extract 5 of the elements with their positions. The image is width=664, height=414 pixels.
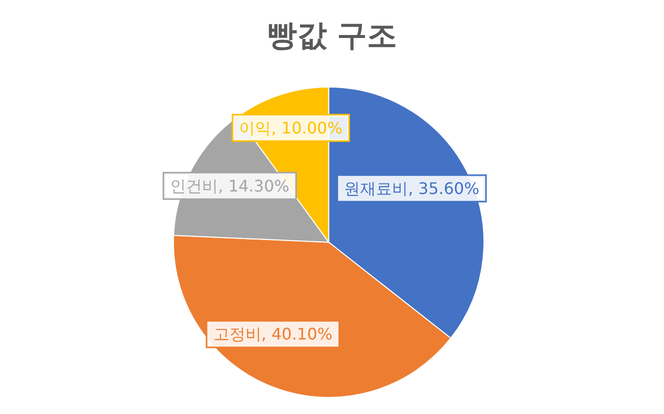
slice-label: 원재료비, 35.60% xyxy=(344,178,480,198)
slice-label: 고정비, 40.10% xyxy=(213,324,332,344)
slice-label: 이익, 10.00% xyxy=(239,118,342,138)
slice-label: 인건비, 14.30% xyxy=(170,176,290,196)
chart-title: 빵값 구조 xyxy=(266,18,398,54)
